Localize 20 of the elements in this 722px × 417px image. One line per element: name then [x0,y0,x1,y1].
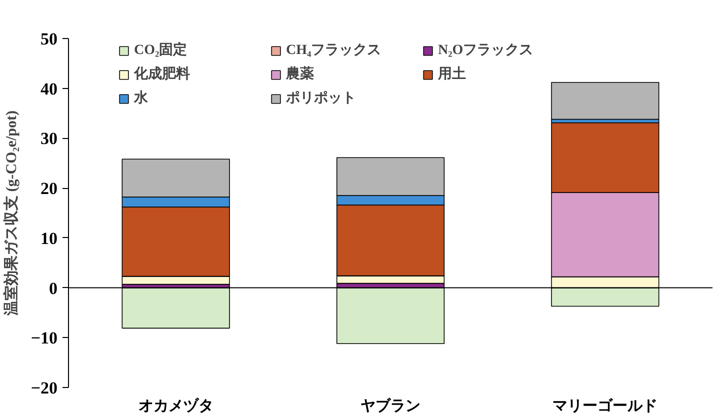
x-tick-label: マリーゴールド [552,398,658,414]
x-tick-label: オカメヅタ [138,398,214,414]
y-tick-label: 30 [40,129,58,148]
y-tick-label: −20 [30,378,58,398]
y-axis-title: 温室効果ガス収支 (g-CO₂e/pot) [2,110,20,316]
legend-label: 水 [134,89,149,107]
legend-label: 農薬 [286,65,315,83]
y-tick-label: 10 [40,228,58,248]
y-tick-label: −10 [30,328,58,348]
x-tick-label: ヤブラン [360,398,420,414]
y-tick-label: 40 [40,79,58,98]
legend-label: CO₂固定 [134,41,188,59]
y-tick-label: 0 [49,278,58,298]
legend-label: CH₄フラックス [286,42,382,59]
legend-label: N₂Oフラックス [438,42,534,59]
y-tick-label: 50 [40,30,58,48]
legend-label: 化成肥料 [134,65,191,83]
legend-label: 用土 [438,65,467,83]
y-tick-label: 20 [40,179,58,198]
legend-label: ポリポット [286,90,357,107]
